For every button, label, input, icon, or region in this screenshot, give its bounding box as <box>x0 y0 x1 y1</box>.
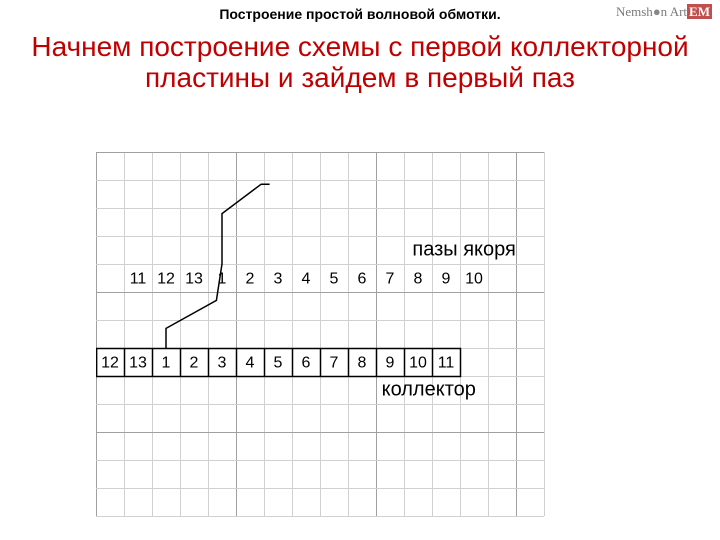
collector-number: 1 <box>162 355 171 372</box>
page-header: Построение простой волновой обмотки. <box>219 6 500 22</box>
collector-number: 12 <box>101 355 119 372</box>
collector-number: 2 <box>190 355 199 372</box>
slot-number: 8 <box>414 271 423 288</box>
collector-number: 6 <box>302 355 311 372</box>
collector-number: 8 <box>358 355 367 372</box>
collector-number: 11 <box>438 355 455 372</box>
collector-label: коллектор <box>382 379 476 401</box>
slot-number: 5 <box>330 271 339 288</box>
watermark-text-1: Nemsh <box>616 4 653 19</box>
watermark: Nemsh●n ArtEM <box>616 4 712 20</box>
collector-number: 4 <box>246 355 255 372</box>
collector-number: 7 <box>330 355 339 372</box>
slot-number: 11 <box>130 271 147 288</box>
watermark-suffix: EM <box>687 4 712 19</box>
winding-diagram: 11121312345678910пазы якоря1213123456789… <box>96 152 546 518</box>
slot-number: 6 <box>358 271 367 288</box>
slot-number: 13 <box>185 271 203 288</box>
collector-number: 9 <box>386 355 395 372</box>
collector-number: 10 <box>409 355 427 372</box>
slot-number: 10 <box>465 271 483 288</box>
collector-number: 3 <box>218 355 227 372</box>
slots-label: пазы якоря <box>412 239 516 261</box>
grid <box>96 152 545 517</box>
page-subtitle: Начнем построение схемы с первой коллект… <box>30 32 690 94</box>
watermark-text-2: n Art <box>661 4 687 19</box>
slot-number: 3 <box>274 271 283 288</box>
slot-number: 4 <box>302 271 311 288</box>
slot-number: 12 <box>157 271 175 288</box>
collector-number: 5 <box>274 355 283 372</box>
slot-number: 2 <box>246 271 255 288</box>
collector-number: 13 <box>129 355 147 372</box>
slot-number: 7 <box>386 271 395 288</box>
slot-number: 9 <box>442 271 451 288</box>
